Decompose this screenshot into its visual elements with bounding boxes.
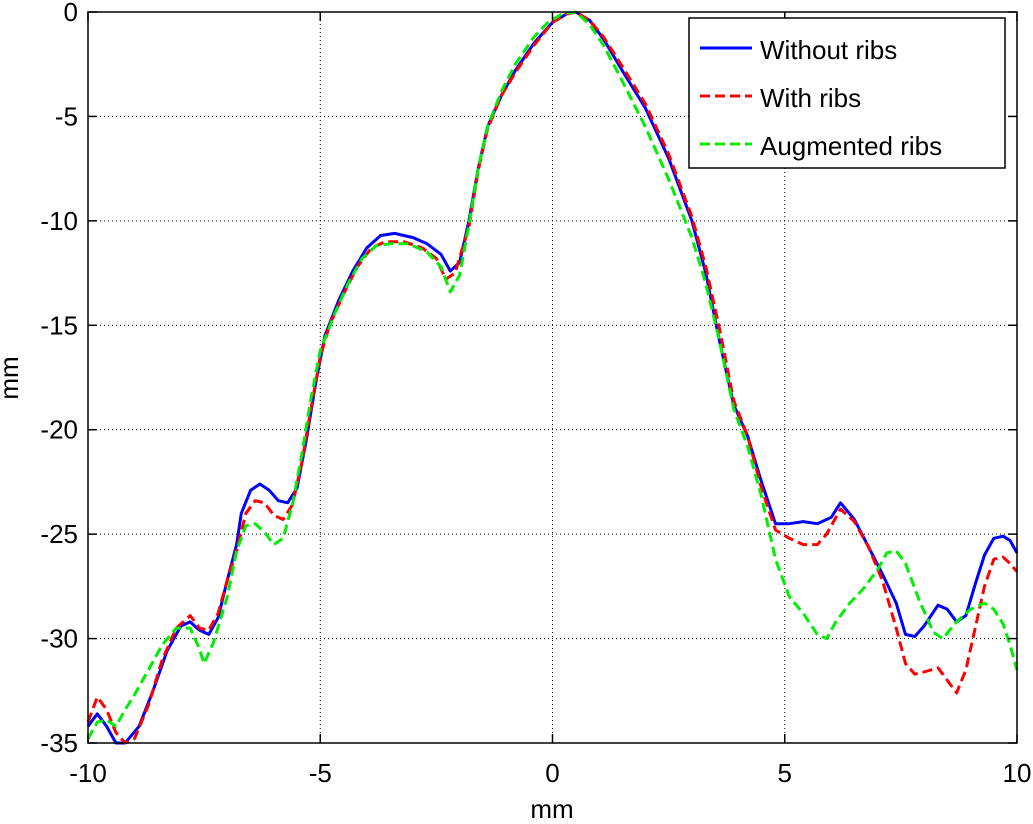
- y-tick-label: -30: [40, 624, 78, 654]
- y-tick-label: -20: [40, 415, 78, 445]
- legend-label: With ribs: [760, 83, 861, 113]
- series-lines: [86, 10, 1019, 745]
- x-tick-label: -5: [309, 758, 332, 788]
- x-tick-label: -10: [69, 758, 107, 788]
- x-tick-label: 0: [545, 758, 559, 788]
- series-line-augmented-ribs: [86, 10, 1019, 740]
- legend-label: Without ribs: [760, 35, 897, 65]
- x-axis-label: mm: [530, 794, 573, 824]
- y-tick-label: -5: [55, 101, 78, 131]
- y-axis-label: mm: [0, 356, 24, 399]
- x-tick-label: 5: [778, 758, 792, 788]
- y-tick-label: -25: [40, 519, 78, 549]
- legend-box: [688, 17, 1006, 169]
- axis-ticks: -10 -5 0 5 10 0 -5 -10 -15 -20 -25 -30 -35: [40, 0, 1031, 788]
- y-tick-label: 0: [64, 0, 78, 27]
- legend: Without ribs With ribs Augmented ribs: [688, 17, 1006, 169]
- y-tick-label: -15: [40, 310, 78, 340]
- y-tick-label: -10: [40, 206, 78, 236]
- grid-lines: [88, 12, 1017, 743]
- y-tick-label: -35: [40, 728, 78, 758]
- x-tick-label: 10: [1003, 758, 1032, 788]
- legend-label: Augmented ribs: [760, 131, 942, 161]
